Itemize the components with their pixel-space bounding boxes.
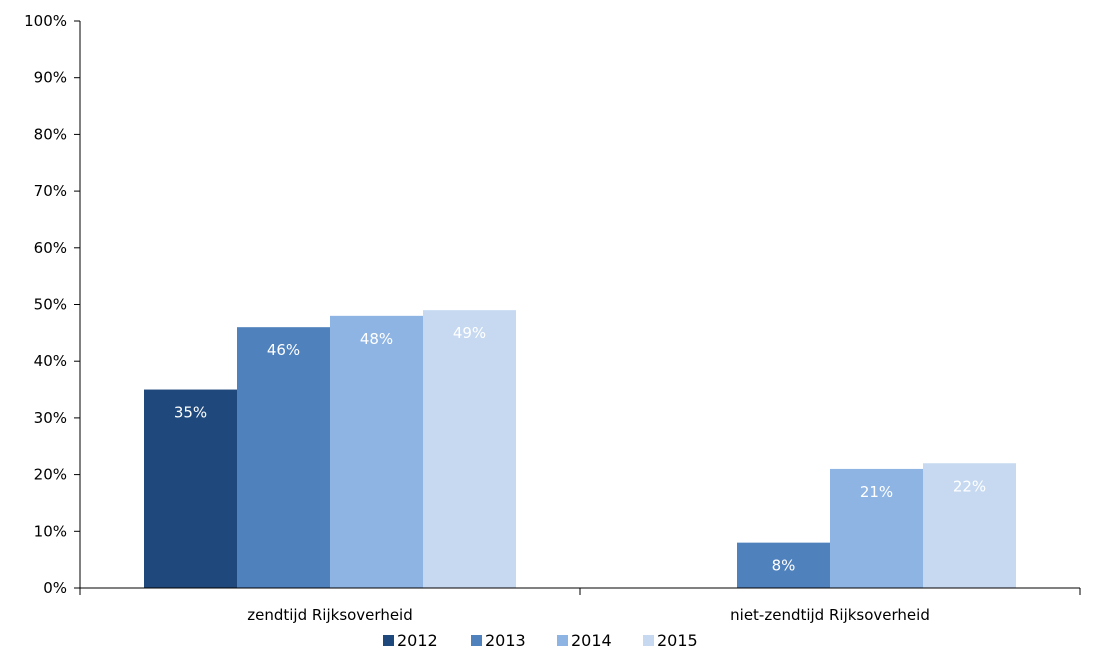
legend-swatch-2015 [643,635,654,646]
y-tick-label: 20% [34,466,67,484]
y-tick-label: 60% [34,239,67,257]
category-label: niet-zendtijd Rijksoverheid [730,606,930,624]
bars [144,310,1016,588]
data-label-2012-1: 35% [174,404,207,422]
category-labels: zendtijd Rijksoverheid niet-zendtijd Rijk… [247,606,930,624]
bar-2015-2 [923,463,1016,588]
y-tick-label: 100% [24,12,67,30]
bar-2014-2 [830,468,923,588]
y-tick-label: 40% [34,352,67,370]
data-label-2015-1: 49% [453,324,486,342]
legend-label-2012: 2012 [397,631,438,650]
category-label: zendtijd Rijksoverheid [247,606,413,624]
y-tick-label: 10% [34,522,67,540]
data-label-2015-2: 22% [953,477,986,495]
data-label-2013-1: 46% [267,341,300,359]
y-tick-label: 30% [34,409,67,427]
y-tick-label: 80% [34,125,67,143]
data-labels: 35% 46% 48% 49% 8% 21% 22% [174,324,986,574]
legend-swatch-2012 [383,635,394,646]
bar-2015-1 [423,310,516,588]
axes [79,21,1081,595]
legend-label-2013: 2013 [485,631,526,650]
y-tick-label: 50% [34,296,67,314]
data-label-2014-2: 21% [860,483,893,501]
y-tick-label: 70% [34,182,67,200]
data-label-2014-1: 48% [360,330,393,348]
y-tick-label: 0% [43,579,67,597]
y-tick-label: 90% [34,69,67,87]
legend-swatch-2013 [471,635,482,646]
bar-2012-1 [144,389,237,588]
legend: 2012 2013 2014 2015 [383,631,698,650]
legend-label-2015: 2015 [657,631,698,650]
bar-2013-1 [237,327,330,588]
legend-label-2014: 2014 [571,631,612,650]
bar-2014-1 [330,315,423,588]
bar-2013-2 [737,542,830,588]
y-axis-ticks: 0% 10% 20% 30% 40% 50% 60% 70% 80% 90% 100% [24,12,80,597]
legend-swatch-2014 [557,635,568,646]
data-label-2013-2: 8% [772,557,796,575]
